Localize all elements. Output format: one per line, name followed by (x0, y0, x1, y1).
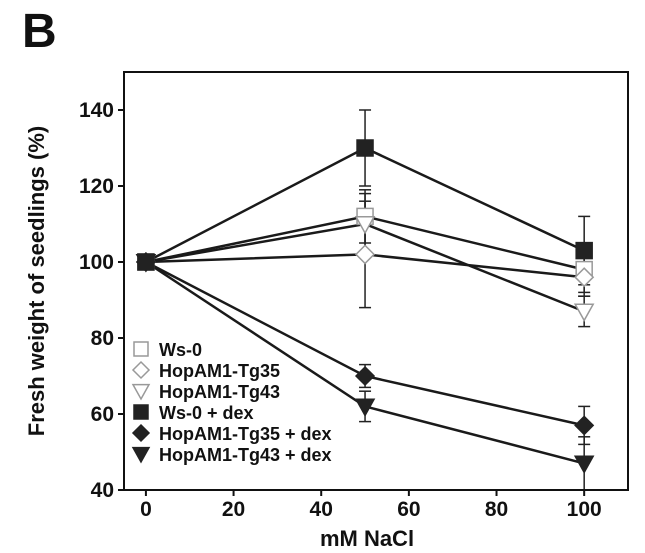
data-point (131, 360, 151, 380)
data-point (574, 415, 595, 436)
x-tick-label: 100 (567, 498, 602, 521)
data-point (354, 216, 376, 235)
data-point (131, 446, 151, 464)
x-tick-label: 80 (485, 498, 508, 521)
legend-entry-label: HopAM1-Tg43 (159, 382, 280, 402)
y-axis-label: Fresh weight of seedlings (%) (24, 126, 49, 436)
legend-entry-label: HopAM1-Tg43 + dex (159, 445, 332, 465)
x-tick-label: 40 (310, 498, 333, 521)
data-point (131, 423, 151, 443)
data-point (573, 455, 595, 474)
x-tick-label: 0 (140, 498, 152, 521)
x-axis-label: mM NaCl (320, 526, 414, 551)
legend-entry-label: Ws-0 (159, 340, 202, 360)
data-point (354, 398, 376, 417)
x-tick-label: 60 (397, 498, 420, 521)
x-tick-label: 20 (222, 498, 245, 521)
data-point (354, 244, 376, 265)
data-point (133, 341, 149, 357)
data-point (573, 303, 595, 322)
plot-frame (123, 71, 629, 491)
data-point (135, 254, 157, 273)
y-tick-label: 80 (91, 327, 114, 350)
panel-label: B (22, 5, 57, 58)
data-point (356, 139, 374, 157)
legend-entry-label: Ws-0 + dex (159, 403, 254, 423)
data-point (574, 267, 595, 288)
legend-entry-label: HopAM1-Tg35 + dex (159, 424, 332, 444)
y-tick-label: 140 (79, 99, 114, 122)
y-tick-label: 120 (79, 175, 114, 198)
legend-entry-label: HopAM1-Tg35 (159, 361, 280, 381)
data-point (131, 383, 151, 401)
data-point (354, 365, 376, 387)
y-tick-label: 100 (79, 251, 114, 274)
y-tick-label: 60 (91, 403, 114, 426)
data-point (575, 241, 593, 260)
data-point (133, 404, 149, 420)
y-tick-label: 40 (91, 479, 114, 502)
